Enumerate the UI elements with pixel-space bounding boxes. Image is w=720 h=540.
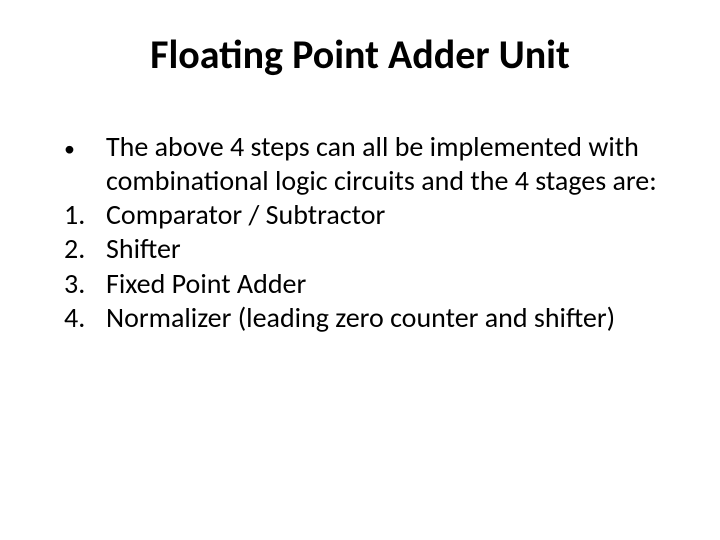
list-item: 1. Comparator / Subtractor bbox=[58, 198, 678, 232]
bullet-marker: • bbox=[58, 130, 106, 166]
list-marker: 2. bbox=[58, 232, 106, 266]
slide-title: Floating Point Adder Unit bbox=[0, 30, 720, 79]
slide: Floating Point Adder Unit • The above 4 … bbox=[0, 0, 720, 540]
list-text: Shifter bbox=[106, 232, 678, 266]
list-marker: 3. bbox=[58, 267, 106, 301]
list-text: Fixed Point Adder bbox=[106, 267, 678, 301]
list-marker: 1. bbox=[58, 198, 106, 232]
list-marker: 4. bbox=[58, 301, 106, 335]
list-item: 3. Fixed Point Adder bbox=[58, 267, 678, 301]
bullet-text: The above 4 steps can all be implemented… bbox=[106, 130, 678, 198]
list-text: Comparator / Subtractor bbox=[106, 198, 678, 232]
slide-body: • The above 4 steps can all be implement… bbox=[58, 130, 678, 335]
list-item: 2. Shifter bbox=[58, 232, 678, 266]
list-text: Normalizer (leading zero counter and shi… bbox=[106, 301, 678, 335]
bullet-item: • The above 4 steps can all be implement… bbox=[58, 130, 678, 198]
list-item: 4. Normalizer (leading zero counter and … bbox=[58, 301, 678, 335]
